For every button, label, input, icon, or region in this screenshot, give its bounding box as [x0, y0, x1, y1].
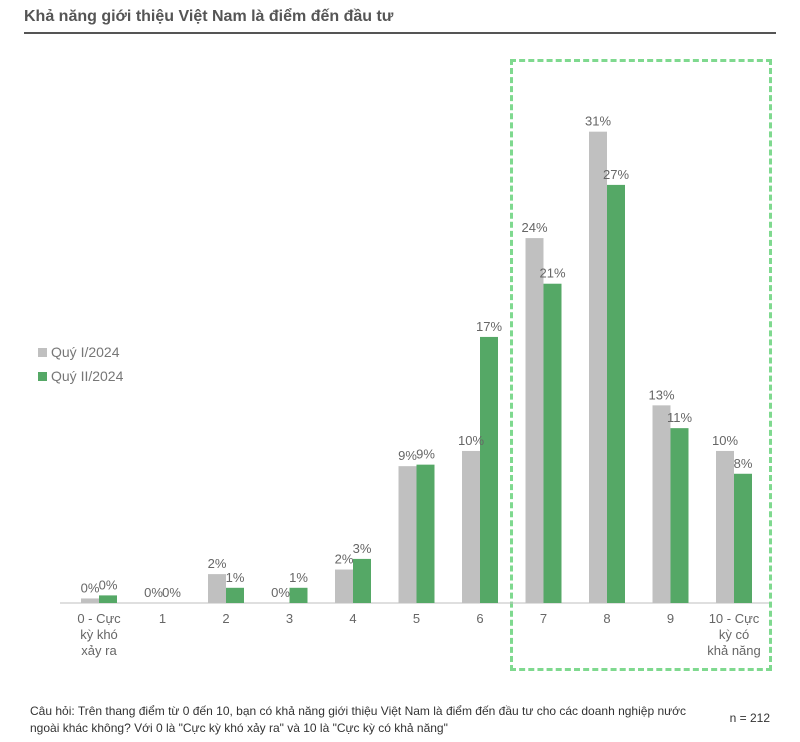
value-label-q2-1: 0% [162, 585, 181, 600]
value-label-q2-8: 27% [603, 167, 629, 182]
value-label-q1-5: 9% [398, 448, 417, 463]
chart-title: Khả năng giới thiệu Việt Nam là điểm đến… [24, 8, 394, 25]
category-label-8: 8 [603, 611, 610, 626]
value-labels-group: 0% 0%0% 0%2%1%0%1%2%3%9% 9%10%17%24%21%31%2… [81, 114, 753, 600]
legend-item-q1: Quý I/2024 [38, 340, 123, 364]
category-label-9: 9 [667, 611, 674, 626]
value-label-q1-1: 0% [144, 585, 163, 600]
category-label-10: 10 - Cực kỳ có khả năng [707, 611, 761, 658]
bars-group [81, 131, 752, 603]
bar-q2-4 [353, 558, 371, 603]
category-label-3: 3 [286, 611, 293, 626]
value-label-q1-10: 10% [712, 433, 738, 448]
category-label-7: 7 [540, 611, 547, 626]
value-label-q2-3: 1% [289, 570, 308, 585]
value-label-q1-4: 2% [335, 552, 354, 567]
value-label-q1-7: 24% [521, 220, 547, 235]
bar-q1-5 [398, 466, 417, 603]
value-label-q1-8: 31% [585, 114, 611, 129]
question-footnote: Câu hỏi: Trên thang điểm từ 0 đến 10, bạ… [30, 704, 687, 735]
value-label-q1-0: 0% [81, 580, 100, 595]
category-label-4: 4 [349, 611, 356, 626]
bar-q1-6 [462, 450, 480, 603]
bar-q1-9 [652, 405, 671, 603]
bar-q2-6 [480, 336, 498, 603]
value-label-q2-0: 0% [99, 577, 118, 592]
value-label-q1-9: 13% [648, 387, 674, 402]
bar-q1-10 [716, 450, 734, 603]
bar-q1-0 [81, 598, 99, 603]
bar-q2-9 [670, 428, 689, 603]
bar-q2-5 [416, 464, 435, 603]
bar-q1-2 [208, 574, 226, 603]
value-label-q2-2: 1% [226, 570, 245, 585]
value-label-q2-10: 8% [734, 456, 753, 471]
value-label-q1-2: 2% [208, 556, 227, 571]
category-label-1: 1 [159, 611, 166, 626]
category-label-6: 6 [476, 611, 483, 626]
value-label-q2-4: 3% [353, 541, 372, 556]
value-label-q2-5: 9% [416, 447, 435, 462]
legend-label-q2: Quý II/2024 [51, 368, 124, 384]
bar-q1-7 [525, 238, 544, 603]
value-label-q1-3: 0% [271, 585, 290, 600]
legend: Quý I/2024 Quý II/2024 [38, 340, 123, 388]
legend-item-q2: Quý II/2024 [38, 364, 123, 388]
legend-swatch-q1 [38, 347, 47, 357]
bar-q2-2 [226, 587, 244, 603]
bar-q1-8 [589, 131, 607, 603]
value-label-q1-6: 10% [458, 433, 484, 448]
title-divider [24, 32, 776, 34]
highlight-box [510, 59, 772, 671]
value-label-q2-6: 17% [476, 319, 502, 334]
bar-q2-0 [99, 595, 117, 603]
category-label-0: 0 - Cực kỳ khó xảy ra [77, 611, 121, 658]
value-label-q2-7: 21% [539, 266, 565, 281]
category-labels-group: 0 - Cực kỳ khó xảy ra 1 2 3 4 5 6 7 8 9 10 - Cực kỳ c… [77, 611, 760, 658]
category-label-2: 2 [222, 611, 229, 626]
bar-q1-4 [335, 569, 353, 603]
sample-size: n = 212 [729, 711, 770, 725]
legend-label-q1: Quý I/2024 [51, 344, 120, 360]
bar-q2-10 [734, 473, 752, 603]
bar-q2-8 [607, 184, 625, 603]
value-label-q2-9: 11% [667, 410, 692, 425]
bar-q2-7 [543, 283, 562, 603]
bar-q2-3 [289, 587, 308, 603]
legend-swatch-q2 [38, 371, 47, 381]
category-label-5: 5 [413, 611, 420, 626]
